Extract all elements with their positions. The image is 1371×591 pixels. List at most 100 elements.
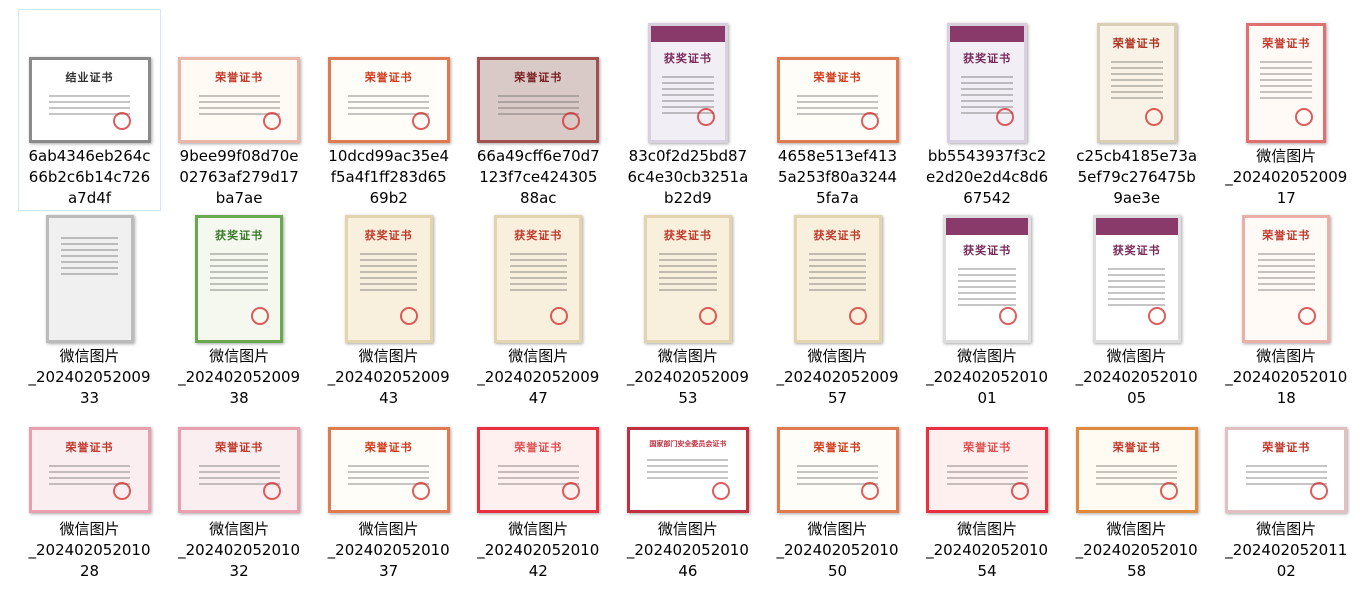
seal-icon bbox=[1297, 307, 1316, 326]
file-name[interactable]: 微信图片 _202402052010 46 bbox=[617, 519, 758, 582]
file-name[interactable]: 10dcd99ac35e4 f5a4f1ff283d65 69b2 bbox=[318, 146, 459, 209]
seal-icon bbox=[262, 482, 281, 501]
file-name-line: 18 bbox=[1276, 389, 1296, 407]
certificate-title: 荣誉证书 bbox=[514, 71, 563, 84]
file-name[interactable]: 微信图片 _202402052009 57 bbox=[767, 346, 908, 409]
thumbnail: 国家部门安全委员会证书 bbox=[617, 418, 758, 513]
certificate-image bbox=[45, 215, 134, 343]
file-item[interactable]: 获奖证书 83c0f2d25bd87 6c4e30cb3251a b22d9 bbox=[616, 9, 759, 211]
file-item[interactable]: 获奖证书 微信图片 _202402052009 57 bbox=[766, 205, 909, 411]
file-name[interactable]: 微信图片 _202402052009 47 bbox=[468, 346, 609, 409]
file-name-line: _202402052010 bbox=[477, 541, 600, 559]
file-name[interactable]: 微信图片 _202402052010 37 bbox=[318, 519, 459, 582]
file-name-line: 微信图片 bbox=[1106, 520, 1167, 538]
file-item[interactable]: 获奖证书 微信图片 _202402052010 01 bbox=[916, 205, 1059, 411]
file-item[interactable]: 荣誉证书 9bee99f08d70e 02763af279d17 ba7ae bbox=[168, 9, 311, 211]
file-name-line: _202402052010 bbox=[178, 541, 301, 559]
file-name[interactable]: c25cb4185e73a 5ef79c276475b 9ae3e bbox=[1066, 146, 1207, 209]
seal-icon bbox=[113, 482, 132, 501]
certificate-image: 结业证书 bbox=[28, 57, 151, 143]
certificate-image: 荣誉证书 bbox=[477, 427, 600, 513]
file-item[interactable]: 荣誉证书微信图片 _202402052010 28 bbox=[18, 412, 161, 584]
file-item[interactable]: 荣誉证书 微信图片 _202402052010 37 bbox=[317, 412, 460, 584]
file-name-line: 4658e513ef413 bbox=[777, 147, 898, 165]
file-name-line: 88ac bbox=[520, 189, 557, 207]
file-item[interactable]: 荣誉证书 微信图片 _202402052010 32 bbox=[168, 412, 311, 584]
file-name[interactable]: 微信图片 _202402052009 43 bbox=[318, 346, 459, 409]
file-item[interactable]: 荣誉证书 微信图片 _202402052011 02 bbox=[1215, 412, 1358, 584]
file-name[interactable]: 微信图片 _202402052009 38 bbox=[169, 346, 310, 409]
certificate-text-lines bbox=[210, 249, 268, 295]
file-name[interactable]: 微信图片 _202402052010 18 bbox=[1216, 346, 1357, 409]
file-item[interactable]: 微信图片 _202402052009 33 bbox=[18, 205, 161, 411]
certificate-title: 荣誉证书 bbox=[1112, 441, 1161, 454]
file-name[interactable]: 9bee99f08d70e 02763af279d17 ba7ae bbox=[169, 146, 310, 209]
certificate-image: 荣誉证书 bbox=[178, 57, 301, 143]
file-name[interactable]: 微信图片 _202402052010 05 bbox=[1066, 346, 1207, 409]
file-name[interactable]: 微信图片 _202402052010 58 bbox=[1066, 519, 1207, 582]
file-name-line: _202402052010 bbox=[926, 541, 1049, 559]
file-name-line: _202402052010 bbox=[1075, 368, 1198, 386]
certificate-title: 获奖证书 bbox=[1112, 244, 1161, 257]
certificate-text-lines bbox=[359, 249, 418, 295]
certificate-title: 获奖证书 bbox=[663, 52, 712, 65]
certificate-text-lines bbox=[48, 461, 131, 489]
certificate-title: 荣誉证书 bbox=[65, 441, 114, 454]
certificate-title: 获奖证书 bbox=[963, 52, 1012, 65]
thumbnail: 获奖证书 bbox=[169, 209, 310, 343]
file-name[interactable]: 微信图片 _202402052010 01 bbox=[917, 346, 1058, 409]
certificate-text-lines bbox=[958, 264, 1016, 310]
file-item[interactable]: 荣誉证书 微信图片 _202402052010 54 bbox=[916, 412, 1059, 584]
file-name[interactable]: bb5543937f3c2 e2d20e2d4c8d6 67542 bbox=[917, 146, 1058, 209]
file-item[interactable]: 结业证书 6ab4346eb264c 66b2c6b14c726 a7d4f bbox=[18, 9, 161, 211]
file-item[interactable]: 荣誉证书微信图片 _202402052010 58 bbox=[1065, 412, 1208, 584]
file-name[interactable]: 微信图片 _202402052010 32 bbox=[169, 519, 310, 582]
file-name[interactable]: 微信图片 _202402052010 28 bbox=[19, 519, 160, 582]
file-item[interactable]: 获奖证书微信图片 _202402052009 47 bbox=[467, 205, 610, 411]
file-item[interactable]: 荣誉证书 微信图片 _202402052010 18 bbox=[1215, 205, 1358, 411]
file-item[interactable]: 荣誉证书 4658e513ef413 5a253f80a3244 5fa7a bbox=[766, 9, 909, 211]
file-item[interactable]: 获奖证书 bb5543937f3c2 e2d20e2d4c8d6 67542 bbox=[916, 9, 1059, 211]
file-item[interactable]: 荣誉证书 66a49cff6e70d7 123f7ce424305 88ac bbox=[467, 9, 610, 211]
certificate-title: 获奖证书 bbox=[514, 229, 563, 242]
file-name[interactable]: 6ab4346eb264c 66b2c6b14c726 a7d4f bbox=[19, 146, 160, 209]
file-name[interactable]: 4658e513ef413 5a253f80a3244 5fa7a bbox=[767, 146, 908, 209]
file-name[interactable]: 微信图片 _202402052011 02 bbox=[1216, 519, 1357, 582]
file-name-line: 02 bbox=[1276, 562, 1296, 580]
file-item[interactable]: 获奖证书 微信图片 _202402052009 53 bbox=[616, 205, 759, 411]
thumbnail: 荣誉证书 bbox=[1216, 418, 1357, 513]
file-name[interactable]: 微信图片 _202402052010 50 bbox=[767, 519, 908, 582]
file-name-line: a7d4f bbox=[67, 189, 112, 207]
file-item[interactable]: 获奖证书微信图片 _202402052010 05 bbox=[1065, 205, 1208, 411]
file-name[interactable]: 微信图片 _202402052009 33 bbox=[19, 346, 160, 409]
certificate-text-lines bbox=[60, 233, 119, 279]
file-item[interactable]: 荣誉证书 微信图片 _202402052009 17 bbox=[1215, 9, 1358, 211]
file-name[interactable]: 微信图片 _202402052009 53 bbox=[617, 346, 758, 409]
certificate-title: 获奖证书 bbox=[215, 229, 264, 242]
file-name-line: e2d20e2d4c8d6 bbox=[926, 168, 1049, 186]
file-name-line: 38 bbox=[229, 389, 249, 407]
file-item[interactable]: 获奖证书微信图片 _202402052009 38 bbox=[168, 205, 311, 411]
file-item[interactable]: 国家部门安全委员会证书 微信图片 _202402052010 46 bbox=[616, 412, 759, 584]
file-name-line: _202402052010 bbox=[28, 541, 151, 559]
file-name-line: b22d9 bbox=[664, 189, 712, 207]
file-name-line: 微信图片 bbox=[59, 347, 120, 365]
file-name[interactable]: 83c0f2d25bd87 6c4e30cb3251a b22d9 bbox=[617, 146, 758, 209]
file-name[interactable]: 微信图片 _202402052010 42 bbox=[468, 519, 609, 582]
seal-icon bbox=[400, 307, 419, 326]
seal-icon bbox=[549, 307, 568, 326]
certificate-image: 获奖证书 bbox=[947, 23, 1028, 143]
file-item[interactable]: 荣誉证书 微信图片 _202402052010 50 bbox=[766, 412, 909, 584]
file-name[interactable]: 微信图片 _202402052010 54 bbox=[917, 519, 1058, 582]
file-item[interactable]: 荣誉证书 10dcd99ac35e4 f5a4f1ff283d65 69b2 bbox=[317, 9, 460, 211]
file-item[interactable]: 荣誉证书 c25cb4185e73a 5ef79c276475b 9ae3e bbox=[1065, 9, 1208, 211]
file-name-line: _202402052009 bbox=[1225, 168, 1348, 186]
file-item[interactable]: 荣誉证书 微信图片 _202402052010 42 bbox=[467, 412, 610, 584]
thumbnail: 获奖证书 bbox=[617, 209, 758, 343]
thumbnail: 荣誉证书 bbox=[917, 418, 1058, 513]
file-name-line: 02763af279d17 bbox=[179, 168, 299, 186]
file-item[interactable]: 获奖证书 微信图片 _202402052009 43 bbox=[317, 205, 460, 411]
file-name[interactable]: 微信图片 _202402052009 17 bbox=[1216, 146, 1357, 209]
file-name[interactable]: 66a49cff6e70d7 123f7ce424305 88ac bbox=[468, 146, 609, 209]
seal-icon bbox=[711, 482, 730, 501]
